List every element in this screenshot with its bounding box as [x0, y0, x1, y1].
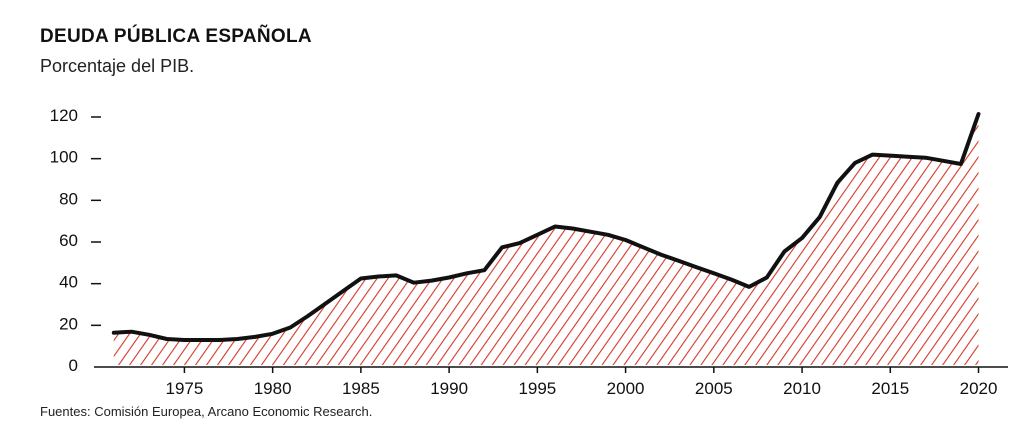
- chart-subtitle: Porcentaje del PIB.: [40, 56, 195, 76]
- y-tick-label: 120: [50, 106, 78, 125]
- chart-title: DEUDA PÚBLICA ESPAÑOLA: [40, 26, 312, 47]
- y-tick-label: 20: [59, 314, 78, 333]
- y-tick-label: 40: [59, 273, 78, 292]
- x-tick-label: 1995: [518, 379, 556, 398]
- debt-series-line: [111, 112, 981, 342]
- y-tick-label: 100: [50, 148, 78, 167]
- x-tick-label: 2000: [607, 379, 645, 398]
- y-tick-label: 0: [69, 356, 78, 375]
- debt-area-fill: [113, 114, 979, 365]
- y-axis: 0 20 40 60 80 100 120: [50, 106, 101, 375]
- x-tick-label: 1985: [342, 379, 380, 398]
- source-note: Fuentes: Comisión Europea, Arcano Econom…: [40, 404, 373, 419]
- x-tick-label: 1980: [254, 379, 292, 398]
- x-tick-label: 2005: [695, 379, 733, 398]
- x-tick-label: 2010: [783, 379, 821, 398]
- y-tick-label: 80: [59, 189, 78, 208]
- x-tick-label: 2020: [960, 379, 998, 398]
- x-axis: 1975 1980 1985 1990 1995 2000 2005 2010 2015 2020: [94, 366, 1008, 398]
- x-tick-label: 2015: [871, 379, 909, 398]
- x-tick-label: 1975: [165, 379, 203, 398]
- y-tick-label: 60: [59, 231, 78, 250]
- x-tick-label: 1990: [430, 379, 468, 398]
